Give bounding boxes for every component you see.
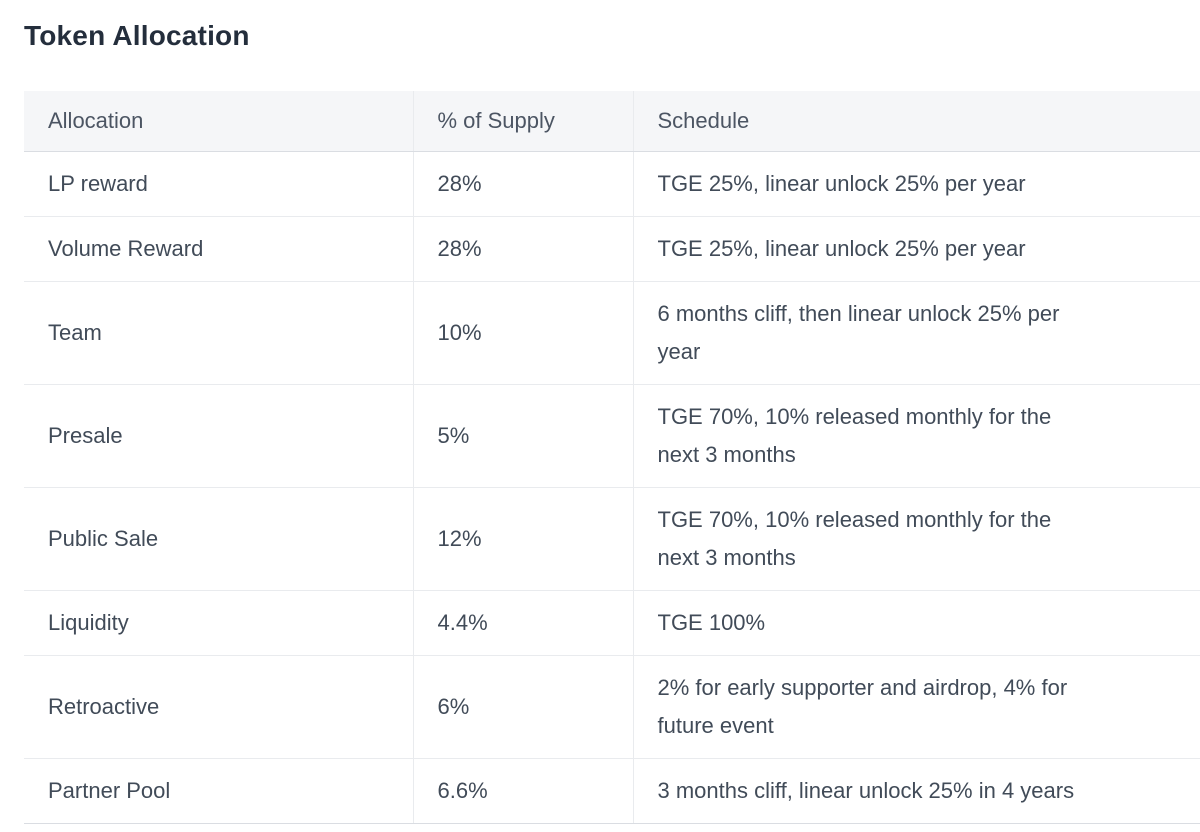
cell-allocation: LP reward [24, 151, 413, 217]
cell-supply: 28% [412, 216, 633, 282]
cell-schedule: TGE 70%, 10% released monthly for the ne… [632, 487, 1200, 591]
cell-text: 10% [437, 320, 482, 345]
column-header-schedule: Schedule [632, 91, 1200, 152]
cell-text: Partner Pool [48, 778, 171, 803]
cell-text: Volume Reward [48, 236, 204, 261]
cell-text: TGE 70%, 10% released monthly for the ne… [657, 404, 1052, 467]
cell-schedule: TGE 100% [632, 590, 1200, 656]
cell-text: 6.6% [437, 778, 488, 803]
table-row: Partner Pool 6.6% 3 months cliff, linear u… [24, 758, 1200, 824]
cell-allocation: Team [24, 281, 413, 385]
table-row: Team 10% 6 months cliff, then linear unloc… [24, 281, 1200, 385]
cell-text: TGE 25%, linear unlock 25% per year [657, 171, 1026, 196]
cell-text: Retroactive [48, 694, 160, 719]
cell-allocation: Partner Pool [24, 758, 413, 824]
cell-supply: 28% [412, 151, 633, 217]
table-row: Liquidity 4.4% TGE 100% [24, 590, 1200, 656]
cell-supply: 6% [412, 655, 633, 759]
table-row: Presale 5% TGE 70%, 10% released monthly f… [24, 384, 1200, 488]
cell-text: TGE 25%, linear unlock 25% per year [657, 236, 1026, 261]
cell-text: 28% [437, 171, 482, 196]
cell-text: Team [48, 320, 102, 345]
header-row: Allocation % of Supply Schedule [24, 91, 1200, 152]
cell-schedule: TGE 70%, 10% released monthly for the ne… [632, 384, 1200, 488]
table-row: Retroactive 6% 2% for early supporter and … [24, 655, 1200, 759]
cell-schedule: TGE 25%, linear unlock 25% per year [632, 216, 1200, 282]
token-allocation-table: Allocation % of Supply Schedule LP rewar… [24, 91, 1200, 824]
cell-schedule: 2% for early supporter and airdrop, 4% f… [632, 655, 1200, 759]
cell-text: 5% [437, 423, 470, 448]
cell-allocation: Retroactive [24, 655, 413, 759]
cell-text: TGE 100% [657, 610, 766, 635]
cell-text: 6% [437, 694, 470, 719]
cell-text: 6 months cliff, then linear unlock 25% p… [657, 301, 1060, 364]
cell-supply: 6.6% [412, 758, 633, 824]
token-allocation-table-wrap: Allocation % of Supply Schedule LP rewar… [24, 91, 1200, 824]
table-row: Volume Reward 28% TGE 25%, linear unlock 2… [24, 216, 1200, 282]
table-body: LP reward 28% TGE 25%, linear unlock 25% p… [24, 151, 1200, 824]
cell-text: TGE 70%, 10% released monthly for the ne… [657, 507, 1052, 570]
cell-supply: 10% [412, 281, 633, 385]
cell-text: Public Sale [48, 526, 159, 551]
cell-text: 3 months cliff, linear unlock 25% in 4 y… [657, 778, 1075, 803]
cell-allocation: Liquidity [24, 590, 413, 656]
cell-supply: 12% [412, 487, 633, 591]
cell-text: LP reward [48, 171, 148, 196]
page-title: Token Allocation [24, 20, 250, 51]
cell-allocation: Volume Reward [24, 216, 413, 282]
cell-schedule: 3 months cliff, linear unlock 25% in 4 y… [632, 758, 1200, 824]
column-header-allocation: Allocation [24, 91, 413, 152]
table-header: Allocation % of Supply Schedule [24, 91, 1200, 152]
cell-text: 28% [437, 236, 482, 261]
cell-supply: 4.4% [412, 590, 633, 656]
cell-allocation: Public Sale [24, 487, 413, 591]
cell-text: Presale [48, 423, 123, 448]
cell-text: Liquidity [48, 610, 129, 635]
table-row: LP reward 28% TGE 25%, linear unlock 25% p… [24, 151, 1200, 217]
table-row: Public Sale 12% TGE 70%, 10% released mont… [24, 487, 1200, 591]
cell-text: 12% [437, 526, 482, 551]
cell-allocation: Presale [24, 384, 413, 488]
cell-schedule: 6 months cliff, then linear unlock 25% p… [632, 281, 1200, 385]
cell-schedule: TGE 25%, linear unlock 25% per year [632, 151, 1200, 217]
cell-text: 2% for early supporter and airdrop, 4% f… [657, 675, 1068, 738]
column-header-supply: % of Supply [412, 91, 633, 152]
cell-text: 4.4% [437, 610, 488, 635]
cell-supply: 5% [412, 384, 633, 488]
